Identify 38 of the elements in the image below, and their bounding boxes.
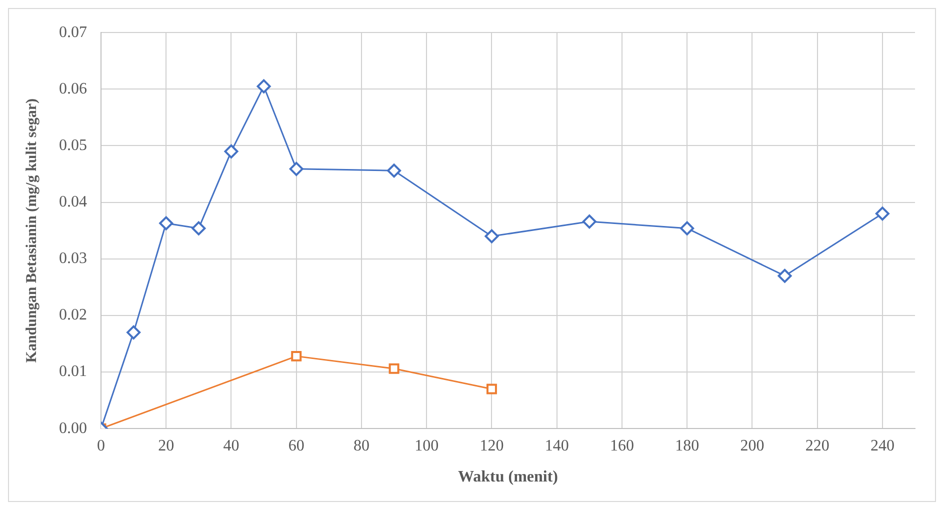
point — [387, 164, 402, 178]
point — [486, 384, 497, 394]
y-axis-title: Kandungan Betasianin (mg/g kulit segar) — [24, 98, 40, 363]
x-tick-label: 120 — [480, 437, 504, 454]
point — [875, 206, 890, 221]
point — [159, 216, 174, 230]
x-tick-label: 180 — [675, 437, 700, 454]
point — [778, 268, 792, 283]
x-axis-title: Waktu (menit) — [458, 468, 558, 486]
x-tick-label: 140 — [544, 437, 569, 454]
x-tick-label: 240 — [870, 437, 894, 454]
point — [291, 350, 302, 362]
point — [126, 325, 141, 340]
y-tick-label: 0.00 — [59, 420, 87, 437]
x-tick-label: 0 — [97, 437, 105, 454]
point — [224, 144, 238, 158]
point — [582, 214, 596, 229]
point — [192, 221, 206, 236]
x-tick-label: 100 — [414, 437, 439, 454]
point — [256, 79, 271, 94]
point — [289, 162, 304, 176]
y-tick-label: 0.06 — [59, 80, 87, 98]
point — [484, 229, 499, 244]
y-tick-label: 0.07 — [59, 24, 87, 41]
y-tick-label: 0.04 — [59, 194, 87, 211]
y-tick-label: 0.01 — [59, 363, 87, 380]
x-tick-label: 20 — [158, 437, 174, 454]
x-tick-label: 40 — [223, 437, 240, 454]
x-tick-label: 200 — [740, 437, 764, 454]
x-tick-label: 80 — [353, 437, 370, 454]
point — [388, 363, 400, 374]
y-tick-label: 0.03 — [59, 250, 87, 268]
y-tick-label: 0.05 — [59, 136, 87, 154]
x-tick-label: 160 — [610, 437, 634, 454]
point — [680, 221, 694, 236]
x-tick-label: 220 — [805, 437, 830, 454]
y-tick-label: 0.02 — [59, 306, 87, 324]
x-tick-label: 60 — [288, 437, 304, 454]
